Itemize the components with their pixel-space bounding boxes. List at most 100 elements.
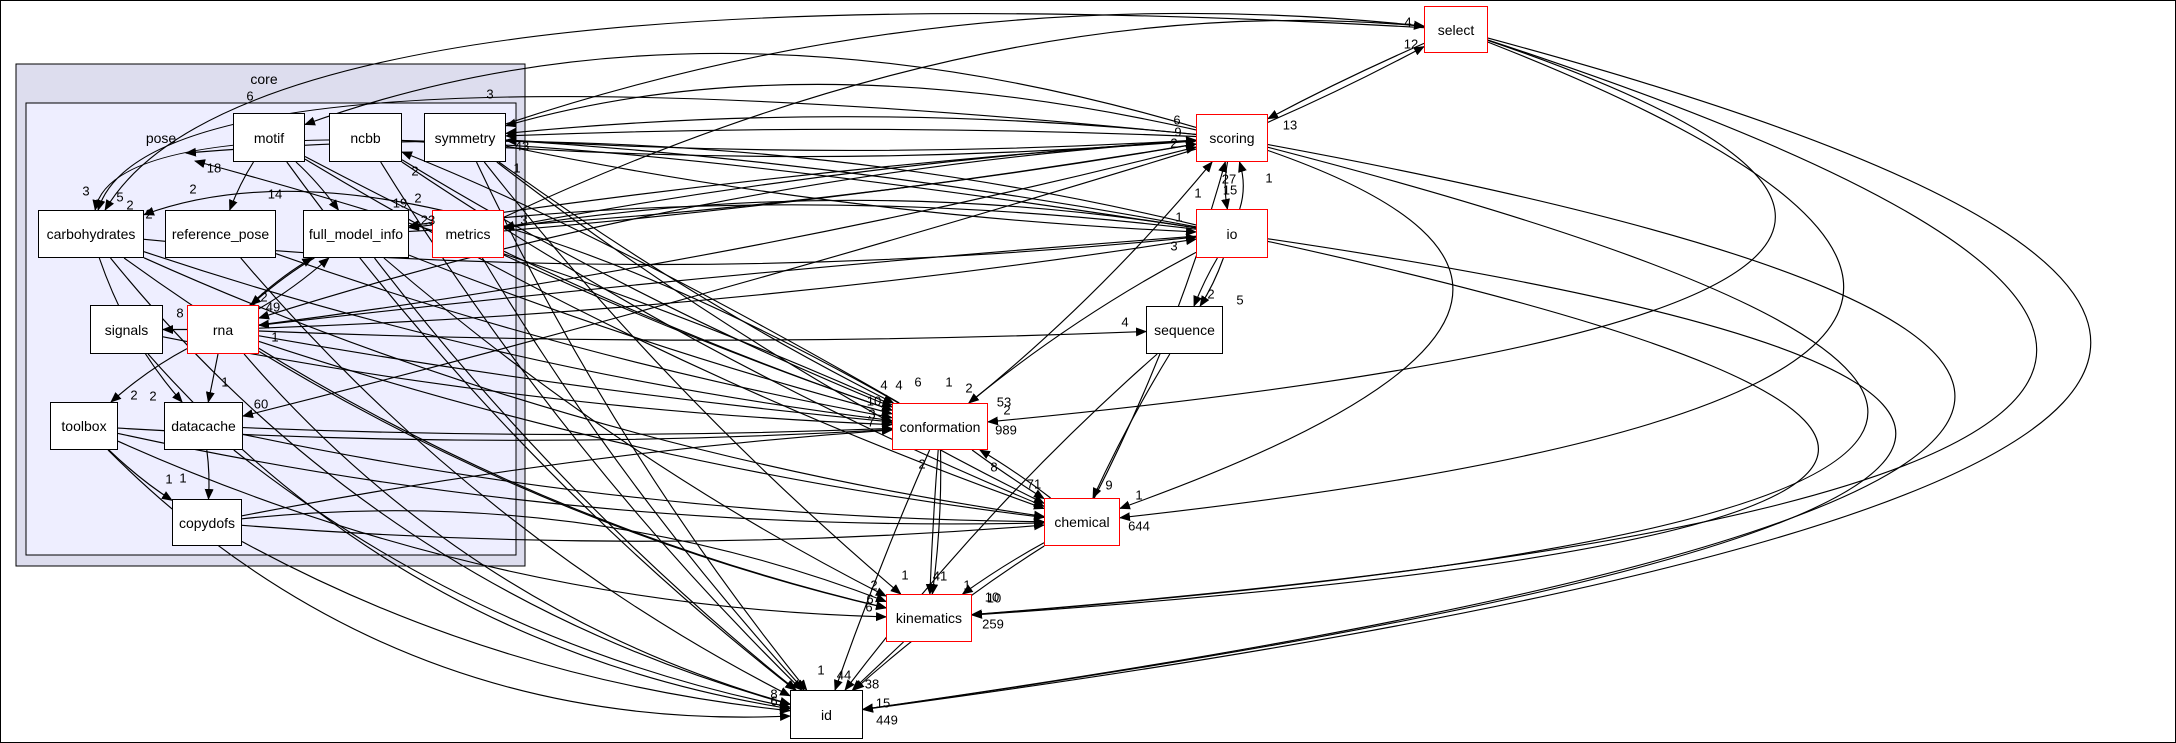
edge-count-label: 9 — [1105, 477, 1113, 493]
edge-count-label: 9 — [1174, 124, 1182, 140]
edge-count-label: 2 — [126, 197, 134, 213]
node-datacache[interactable]: datacache — [164, 402, 243, 450]
edge-scoring-to-symmetry — [505, 116, 1197, 137]
node-io[interactable]: io — [1196, 209, 1268, 258]
edge-count-label: 2 — [149, 388, 157, 404]
node-symmetry[interactable]: symmetry — [424, 113, 506, 162]
edge-full_model_info-to-kinematics — [383, 257, 887, 597]
edge-count-label: 1 — [901, 567, 909, 583]
node-motif[interactable]: motif — [233, 113, 305, 162]
edge-reference_pose-to-id — [240, 257, 791, 697]
edge-scoring-to-io — [1221, 161, 1230, 210]
edge-count-label: 259 — [982, 616, 1004, 632]
node-kinematics[interactable]: kinematics — [886, 594, 972, 642]
edge-datacache-to-id — [233, 449, 791, 710]
edge-count-label: 10 — [986, 590, 1002, 606]
edge-datacache-to-copydofs — [204, 449, 214, 500]
edge-select-to-chemical — [1119, 41, 1845, 522]
edge-rna-to-kinematics — [258, 350, 887, 611]
edge-count-label: 15 — [875, 695, 891, 711]
edge-carbohydrates-to-chemical — [143, 257, 1045, 520]
edge-count-label: 2 — [260, 289, 268, 305]
node-copydofs[interactable]: copydofs — [172, 499, 242, 546]
edge-motif-to-reference_pose — [229, 161, 254, 211]
node-carbohydrates[interactable]: carbohydrates — [38, 210, 144, 258]
edge-metrics-to-id — [481, 257, 805, 691]
node-metrics[interactable]: metrics — [432, 210, 504, 258]
edge-copydofs-to-chemical — [241, 521, 1045, 542]
edge-symmetry-to-id — [475, 161, 808, 691]
edge-count-label: 10 — [984, 589, 1000, 605]
node-conformation[interactable]: conformation — [892, 403, 988, 450]
edge-scoring-to-symmetry — [505, 83, 1197, 131]
edge-count-label: 644 — [1128, 518, 1150, 534]
edge-count-label: 1 — [1135, 487, 1143, 503]
edge-select-to-scoring — [1267, 42, 1425, 120]
cluster-label-pose: pose — [145, 130, 177, 146]
node-toolbox[interactable]: toolbox — [50, 402, 118, 450]
edge-count-label: 3 — [520, 212, 528, 228]
edge-select-to-conformation — [987, 39, 1776, 426]
edge-carbohydrates-to-io — [143, 233, 1197, 266]
node-signals[interactable]: signals — [90, 305, 163, 354]
edge-metrics-to-scoring — [503, 141, 1197, 232]
edge-symmetry-to-io — [505, 145, 1197, 236]
edge-conformation-to-ncbb — [401, 151, 900, 404]
node-id[interactable]: id — [790, 690, 863, 739]
edge-rna-to-full_model_info — [258, 257, 330, 310]
edge-count-label: 2 — [145, 206, 153, 222]
edge-scoring-to-kinematics — [971, 146, 1869, 619]
node-full_model_info[interactable]: full_model_info — [303, 210, 409, 258]
edge-count-label: 10 — [866, 393, 882, 409]
edge-io-to-rna — [258, 235, 1197, 329]
edge-count-label: 27 — [1221, 171, 1237, 187]
edge-symmetry-to-select — [505, 12, 1425, 125]
edge-count-label: 3 — [1170, 238, 1178, 254]
edge-count-label: 2 — [918, 456, 926, 472]
edge-count-label: 1 — [945, 374, 953, 390]
edge-count-label: 14 — [267, 186, 283, 202]
edge-count-label: 1 — [221, 374, 229, 390]
node-sequence[interactable]: sequence — [1146, 306, 1223, 354]
edge-count-label: 6 — [865, 599, 873, 615]
edge-count-label: 2 — [870, 577, 878, 593]
edge-count-label: 3 — [82, 183, 90, 199]
node-ncbb[interactable]: ncbb — [329, 113, 402, 162]
edge-metrics-to-select — [503, 19, 1425, 218]
edge-rna-to-sequence — [258, 327, 1147, 341]
edge-count-label: 1 — [817, 662, 825, 678]
edge-count-label: 2 — [1170, 135, 1178, 151]
edge-conformation-to-id — [834, 449, 931, 691]
edge-toolbox-to-chemical — [117, 432, 1045, 528]
edge-conformation-to-kinematics — [925, 449, 939, 595]
node-select[interactable]: select — [1424, 6, 1488, 53]
edge-count-label: 4 — [895, 377, 903, 393]
edge-symmetry-to-chemical — [496, 161, 1045, 504]
edge-count-label: 1 — [513, 160, 521, 176]
edge-count-label: 2 — [189, 181, 197, 197]
edge-symmetry-to-scoring — [505, 136, 1197, 151]
node-rna[interactable]: rna — [187, 305, 259, 354]
edge-io-to-scoring — [1238, 161, 1247, 210]
edge-count-label: 1 — [271, 329, 279, 345]
cluster-label-core: core — [250, 71, 278, 87]
edge-count-label: 71 — [1026, 476, 1042, 492]
edge-count-label: 449 — [876, 712, 898, 728]
edge-count-label: 2 — [1207, 286, 1215, 302]
edge-symmetry-to-conformation — [498, 161, 895, 404]
edge-count-label: 15 — [1222, 182, 1238, 198]
edge-io-to-sequence — [1199, 257, 1224, 307]
edge-scoring-to-id — [862, 144, 1956, 713]
edge-rna-to-conformation — [258, 335, 893, 426]
edge-select-to-id — [862, 37, 2092, 713]
node-scoring[interactable]: scoring — [1196, 114, 1268, 162]
edge-count-label: 3 — [486, 86, 494, 102]
node-chemical[interactable]: chemical — [1044, 498, 1120, 546]
edge-count-label: 38 — [864, 676, 880, 692]
node-reference_pose[interactable]: reference_pose — [165, 210, 276, 258]
edge-rna-to-id — [243, 353, 791, 706]
edge-count-label: 12 — [1403, 36, 1419, 52]
edge-count-label: 8 — [176, 305, 184, 321]
edge-count-label: 4 — [880, 377, 888, 393]
edge-copydofs-to-id — [241, 540, 791, 715]
